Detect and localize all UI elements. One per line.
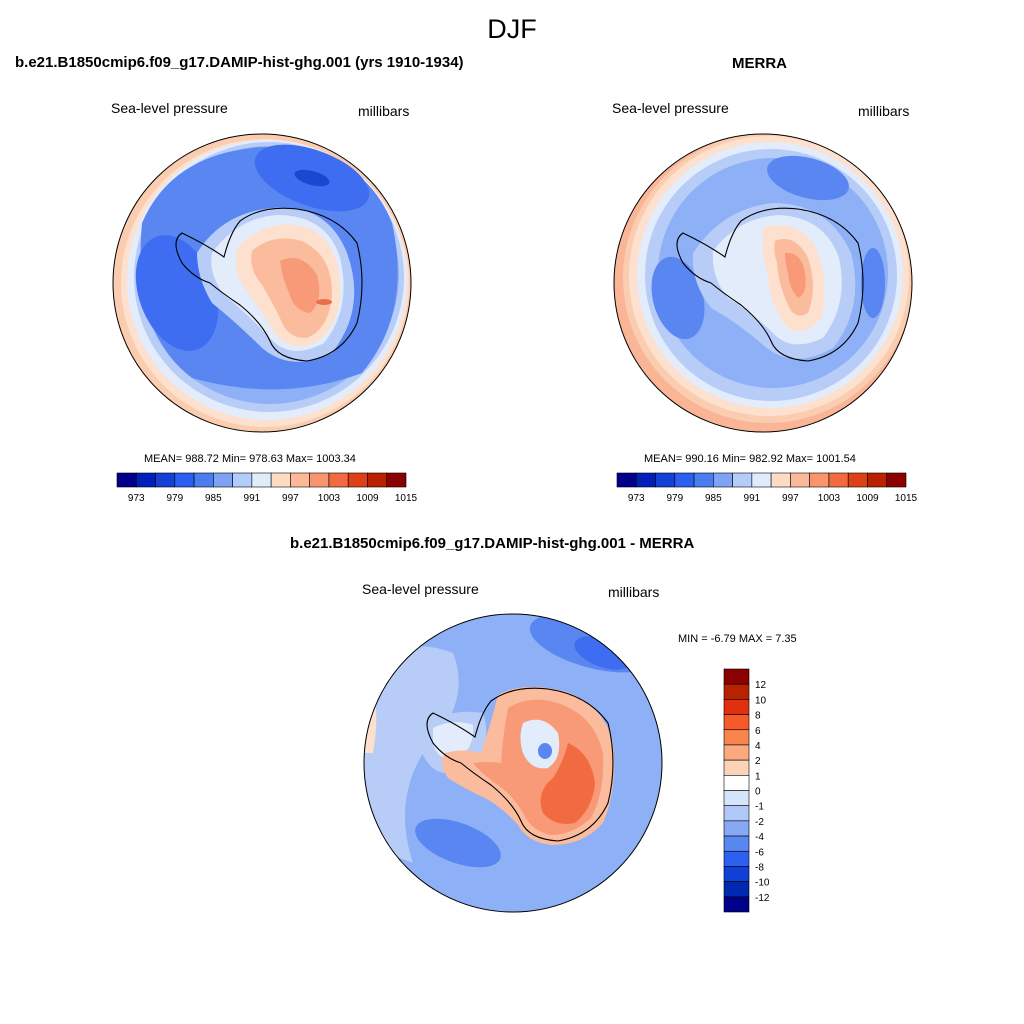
diff-colorbar-swatch xyxy=(723,683,750,700)
diff-colorbar-swatch xyxy=(723,850,750,867)
model-panel-title: b.e21.B1850cmip6.f09_g17.DAMIP-hist-ghg.… xyxy=(15,54,464,71)
obs-stats: MEAN= 990.16 Min= 982.92 Max= 1001.54 xyxy=(644,453,856,465)
obs-colorbar-swatch xyxy=(693,472,714,488)
model-slp-map xyxy=(112,133,412,433)
obs-colorbar-swatch xyxy=(713,472,733,488)
diff-variable-label: Sea-level pressure xyxy=(362,581,479,597)
diff-colorbar-swatch xyxy=(723,699,750,715)
diff-colorbar-swatch xyxy=(723,759,750,776)
diff-colorbar-tick-label: 0 xyxy=(755,787,761,798)
obs-colorbar-tick-label: 1003 xyxy=(818,493,841,504)
diff-colorbar-tick-label: -1 xyxy=(755,802,764,813)
obs-colorbar-swatch xyxy=(790,472,810,488)
model-variable-label: Sea-level pressure xyxy=(111,100,228,116)
obs-colorbar-swatch xyxy=(867,472,888,488)
model-colorbar-swatch xyxy=(174,472,195,488)
model-colorbar-tick-label: 991 xyxy=(244,493,261,504)
obs-colorbar-swatch xyxy=(751,472,772,488)
diff-colorbar-tick-label: -4 xyxy=(755,832,764,843)
obs-panel-title: MERRA xyxy=(732,55,787,72)
obs-colorbar-tick-label: 1009 xyxy=(856,493,879,504)
obs-colorbar-swatch xyxy=(886,472,907,488)
diff-colorbar-swatch xyxy=(723,729,750,746)
obs-colorbar-tick-label: 1015 xyxy=(895,493,918,504)
obs-colorbar-swatch xyxy=(655,472,676,488)
diff-colorbar-swatch xyxy=(723,714,750,731)
obs-colorbar-tick-label: 991 xyxy=(744,493,761,504)
model-colorbar-swatch xyxy=(270,472,291,488)
model-colorbar-tick-label: 997 xyxy=(282,493,299,504)
obs-units-label: millibars xyxy=(858,103,910,119)
diff-colorbar-tick-label: 1 xyxy=(755,771,761,782)
model-colorbar-tick-label: 979 xyxy=(166,493,183,504)
diff-colorbar-tick-label: -12 xyxy=(755,893,770,904)
diff-colorbar-swatch xyxy=(723,744,750,761)
diff-colorbar-tick-label: 8 xyxy=(755,711,761,722)
model-colorbar-swatch xyxy=(386,472,407,488)
model-colorbar-swatch xyxy=(328,472,349,488)
diff-colorbar-swatch xyxy=(723,866,750,882)
obs-colorbar-swatch xyxy=(635,472,656,488)
obs-colorbar-tick-label: 997 xyxy=(782,493,799,504)
diff-colorbar-tick-label: 4 xyxy=(755,741,761,752)
obs-variable-label: Sea-level pressure xyxy=(612,100,729,116)
diff-colorbar-swatch xyxy=(723,896,750,913)
diff-slp-map xyxy=(363,613,663,913)
diff-colorbar-tick-label: -6 xyxy=(755,847,764,858)
diff-colorbar-tick-label: 6 xyxy=(755,726,761,737)
model-colorbar-tick-label: 985 xyxy=(205,493,222,504)
diff-colorbar-tick-label: 2 xyxy=(755,756,761,767)
model-stats: MEAN= 988.72 Min= 978.63 Max= 1003.34 xyxy=(144,453,356,465)
obs-colorbar-swatch xyxy=(674,472,695,488)
model-colorbar-tick-label: 1009 xyxy=(356,493,379,504)
model-colorbar-swatch xyxy=(155,472,176,488)
model-colorbar-swatch xyxy=(290,472,310,488)
diff-colorbar-tick-label: 10 xyxy=(755,695,767,706)
diff-stats: MIN = -6.79 MAX = 7.35 xyxy=(678,633,797,645)
model-colorbar-swatch xyxy=(309,472,330,488)
model-colorbar-swatch xyxy=(367,472,388,488)
model-colorbar-swatch xyxy=(135,472,156,488)
obs-colorbar-swatch xyxy=(770,472,791,488)
obs-colorbar-swatch xyxy=(809,472,830,488)
figure-title: DJF xyxy=(487,14,537,44)
model-colorbar-swatch xyxy=(347,472,368,488)
diff-panel-title: b.e21.B1850cmip6.f09_g17.DAMIP-hist-ghg.… xyxy=(290,535,695,552)
diff-colorbar-swatch xyxy=(723,820,750,837)
diff-colorbar-swatch xyxy=(723,668,750,685)
model-colorbar: 973 979 985 991 997 1003 1009 1015 xyxy=(116,472,418,504)
model-colorbar-swatch xyxy=(193,472,214,488)
obs-colorbar-swatch xyxy=(828,472,849,488)
obs-colorbar-swatch xyxy=(616,472,637,488)
model-colorbar-tick-label: 1015 xyxy=(395,493,418,504)
diff-colorbar-swatch xyxy=(723,835,750,852)
diff-colorbar-swatch xyxy=(723,790,750,806)
diff-colorbar-tick-label: -8 xyxy=(755,862,764,873)
diff-colorbar-swatch xyxy=(723,805,750,822)
diff-colorbar-tick-label: 12 xyxy=(755,680,767,691)
obs-colorbar-swatch xyxy=(732,472,753,488)
diff-colorbar-tick-label: -2 xyxy=(755,817,764,828)
obs-colorbar-swatch xyxy=(847,472,868,488)
model-colorbar-swatch xyxy=(213,472,233,488)
diff-colorbar-swatch xyxy=(723,881,750,898)
model-colorbar-swatch xyxy=(251,472,272,488)
model-colorbar-swatch xyxy=(116,472,137,488)
obs-colorbar-tick-label: 979 xyxy=(666,493,683,504)
diff-units-label: millibars xyxy=(608,584,660,600)
model-units-label: millibars xyxy=(358,103,410,119)
obs-slp-map xyxy=(613,133,913,433)
model-colorbar-tick-label: 973 xyxy=(128,493,145,504)
model-colorbar-tick-label: 1003 xyxy=(318,493,341,504)
obs-colorbar-tick-label: 985 xyxy=(705,493,722,504)
obs-colorbar: 973 979 985 991 997 1003 1009 1015 xyxy=(616,472,918,504)
obs-colorbar-tick-label: 973 xyxy=(628,493,645,504)
diff-colorbar-tick-label: -10 xyxy=(755,878,770,889)
model-colorbar-swatch xyxy=(232,472,253,488)
diff-colorbar-swatch xyxy=(723,775,750,791)
